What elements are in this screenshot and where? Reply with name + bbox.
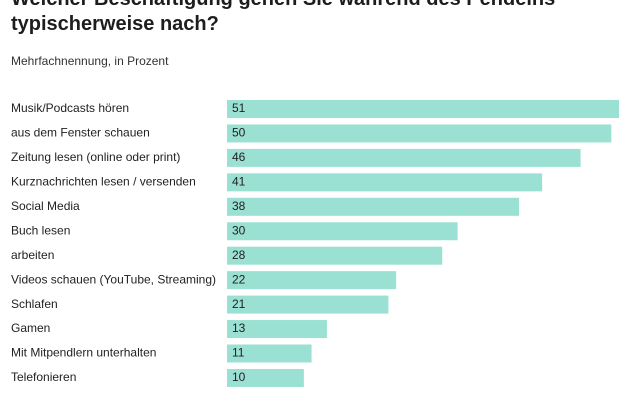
value-label: 38 [232,199,246,213]
bar [227,173,543,192]
category-label: Telefonieren [11,370,76,384]
category-label: Kurznachrichten lesen / versenden [11,175,196,189]
category-label: arbeiten [11,248,54,262]
value-label: 13 [232,321,246,335]
category-label: aus dem Fenster schauen [11,126,150,140]
bar [227,344,312,363]
category-label: Social Media [11,199,80,213]
category-label: Zeitung lesen (online oder print) [11,150,180,164]
bar [227,124,612,143]
value-label: 41 [232,175,246,189]
value-label: 50 [232,126,246,140]
value-label: 28 [232,248,246,262]
chart-subtitle: Mehrfachnennung, in Prozent [11,54,169,68]
value-label: 51 [232,101,246,115]
bar [227,148,581,167]
category-label: Videos schauen (YouTube, Streaming) [11,272,216,286]
value-label: 10 [232,370,246,384]
bar [227,368,304,387]
chart-title: Welcher Beschäftigung gehen Sie während … [11,0,555,35]
category-label: Gamen [11,321,50,335]
bar [227,246,443,265]
value-label: 21 [232,297,246,311]
bar [227,320,327,339]
bar [227,100,619,118]
category-label: Mit Mitpendlern unterhalten [11,346,156,360]
bar [227,271,397,290]
value-label: 30 [232,223,246,237]
value-label: 11 [232,346,245,360]
bar [227,295,389,314]
category-label: Buch lesen [11,223,70,237]
category-label: Schlafen [11,297,58,311]
value-label: 22 [232,272,246,286]
category-label: Musik/Podcasts hören [11,101,129,115]
value-label: 46 [232,150,246,164]
bar [227,197,520,216]
bar [227,222,458,241]
